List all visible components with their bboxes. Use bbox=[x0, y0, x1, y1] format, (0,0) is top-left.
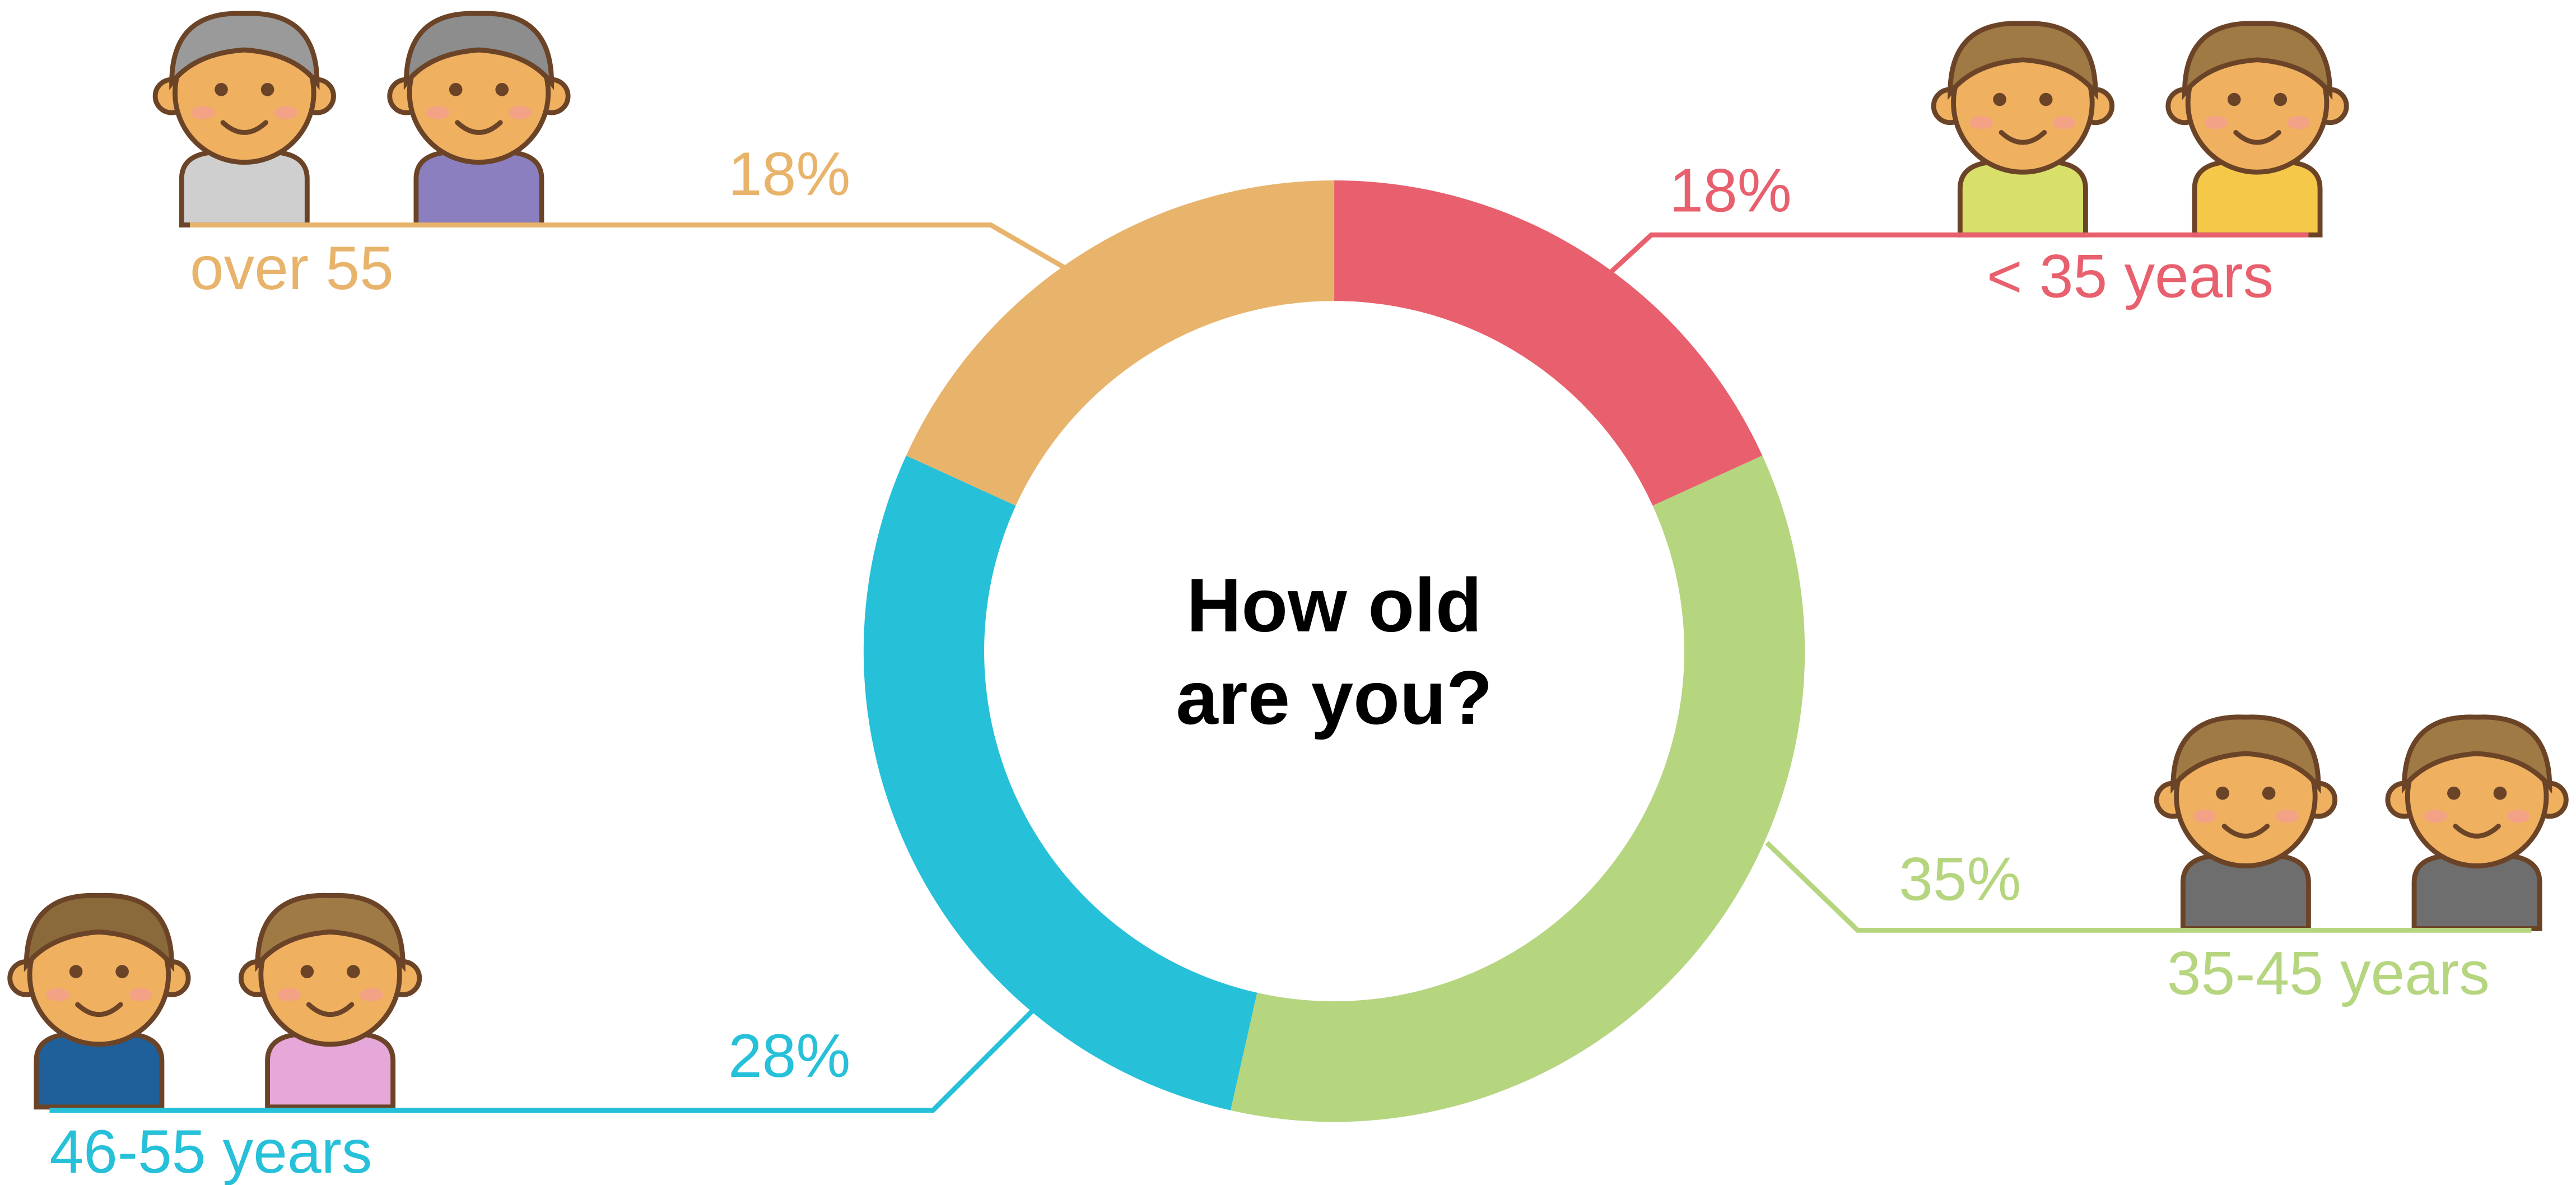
value-label: 18% bbox=[1669, 156, 1791, 225]
title-box: How old are you? bbox=[1176, 561, 1493, 741]
chart-title: How old are you? bbox=[1176, 561, 1493, 741]
donut-segment bbox=[863, 456, 1257, 1110]
category-label: 35-45 years bbox=[2167, 940, 2490, 1008]
leader-line bbox=[1608, 232, 2309, 275]
leader-line bbox=[190, 222, 1066, 271]
avatar bbox=[1934, 24, 2112, 235]
donut-segment bbox=[1230, 456, 1805, 1122]
donut-segment bbox=[906, 180, 1335, 506]
avatar bbox=[2156, 717, 2335, 929]
value-label: 35% bbox=[1899, 845, 2021, 914]
avatar bbox=[390, 13, 568, 225]
value-label: 28% bbox=[728, 1022, 850, 1090]
avatar bbox=[10, 895, 188, 1107]
avatar bbox=[241, 895, 419, 1107]
category-label: < 35 years bbox=[1987, 243, 2274, 311]
category-label: over 55 bbox=[190, 234, 394, 303]
avatar bbox=[155, 13, 333, 225]
leader-line bbox=[49, 1009, 1034, 1113]
value-label: 18% bbox=[728, 140, 850, 208]
avatar bbox=[2168, 24, 2346, 235]
donut-segment bbox=[1334, 180, 1763, 506]
leader-line bbox=[1765, 840, 2532, 933]
avatar bbox=[2388, 717, 2566, 929]
category-label: 46-55 years bbox=[49, 1118, 372, 1185]
